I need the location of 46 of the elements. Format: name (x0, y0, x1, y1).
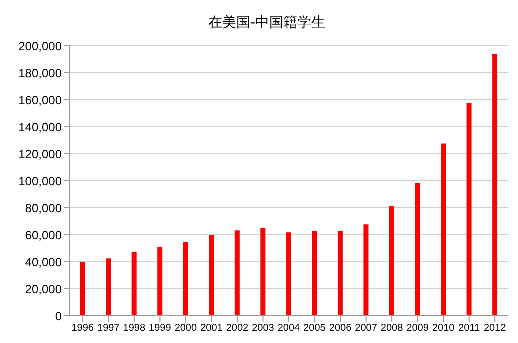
y-tick-label: 120,000 (18, 147, 62, 162)
bar (466, 103, 472, 316)
x-tick-label: 2008 (380, 323, 404, 334)
y-tick-label: 100,000 (18, 174, 62, 188)
x-tick-label: 2007 (355, 323, 378, 334)
x-tick-label: 1998 (123, 323, 146, 334)
bar (260, 228, 266, 316)
x-tick-label: 2000 (174, 323, 198, 334)
y-tick-label: 0 (55, 309, 62, 324)
bar (389, 206, 394, 316)
bar (132, 252, 137, 316)
bar (364, 224, 369, 316)
x-tick-label: 2010 (432, 323, 456, 334)
x-tick-label: 1999 (149, 323, 172, 334)
bar (158, 247, 163, 316)
x-tick-label: 2009 (406, 323, 430, 334)
bar (441, 144, 446, 316)
bar (286, 232, 292, 316)
x-tick-label: 1997 (98, 323, 120, 334)
x-tick-label: 2003 (252, 323, 275, 334)
bar (209, 235, 214, 316)
bar (80, 262, 86, 316)
bar (415, 183, 420, 316)
y-tick-label: 180,000 (18, 66, 62, 80)
bar (312, 231, 318, 316)
y-tick-label: 60,000 (25, 228, 62, 242)
x-tick-label: 1996 (72, 323, 94, 334)
bar (338, 231, 343, 316)
y-tick-label: 20,000 (25, 282, 62, 296)
x-tick-label: 2001 (200, 323, 224, 334)
bar (234, 230, 240, 316)
y-tick-label: 160,000 (18, 93, 62, 108)
bar (492, 54, 498, 316)
bar (183, 242, 188, 316)
y-tick-label: 200,000 (18, 39, 62, 54)
y-tick-label: 80,000 (25, 201, 62, 216)
x-tick-label: 2004 (278, 323, 301, 334)
y-tick-label: 40,000 (25, 255, 62, 270)
x-tick-label: 2011 (458, 323, 481, 334)
chart-title: 在美国-中国籍学生 (207, 14, 327, 33)
y-tick-label: 140,000 (18, 120, 62, 134)
x-tick-label: 2006 (329, 323, 352, 334)
bar (106, 258, 112, 316)
x-tick-label: 2005 (304, 323, 326, 334)
x-tick-label: 2012 (484, 323, 507, 334)
x-tick-label: 2002 (226, 323, 250, 334)
